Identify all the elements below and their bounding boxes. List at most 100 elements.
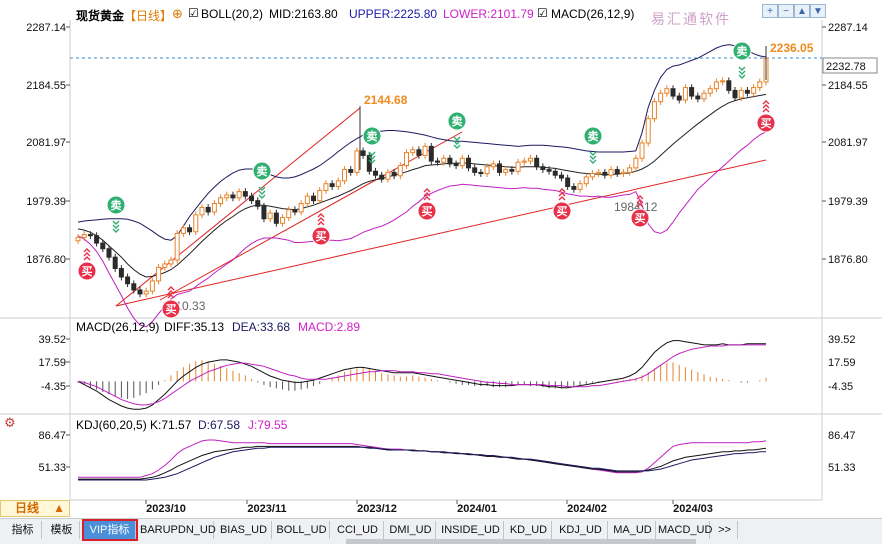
sell-signal-label: 卖 xyxy=(111,198,122,212)
candle-body xyxy=(205,206,211,213)
candle-body xyxy=(496,163,502,173)
tab-macd[interactable]: MACD_UD xyxy=(658,521,712,539)
candle-body xyxy=(373,170,379,176)
candle-body xyxy=(620,171,626,175)
buy-arrow-icon xyxy=(636,199,644,204)
candle-body xyxy=(447,157,453,165)
tab-kdj[interactable]: KDJ_UD xyxy=(554,521,608,539)
down-icon[interactable]: ▼ xyxy=(810,4,826,18)
price-axis-label-right: 1876.80 xyxy=(828,254,868,266)
sell-arrow-icon xyxy=(453,140,461,145)
boll-mid-line xyxy=(77,93,767,278)
minus-icon[interactable]: − xyxy=(778,4,794,18)
candle-body xyxy=(304,195,310,204)
tab-more[interactable]: >> xyxy=(712,521,738,539)
kdj-axis-label-right: 51.33 xyxy=(828,462,856,474)
plus-icon[interactable]: + xyxy=(762,4,778,18)
timeframe-switch[interactable]: 日线 ▲ xyxy=(0,500,70,517)
tab-bias[interactable]: BIAS_UD xyxy=(216,521,272,539)
candle-body xyxy=(670,88,676,97)
buy-signal-label: 买 xyxy=(761,117,772,130)
checkbox-icon[interactable]: ☑ xyxy=(188,6,199,20)
settings-icon[interactable]: ⊕ xyxy=(172,6,183,21)
tab-vip-indicators[interactable]: VIP指标 xyxy=(82,519,138,541)
candle-body xyxy=(81,234,87,238)
tab-inside[interactable]: INSIDE_UD xyxy=(438,521,504,539)
tab-boll[interactable]: BOLL_UD xyxy=(274,521,330,539)
candle-body xyxy=(658,92,664,103)
tab-dmi[interactable]: DMI_UD xyxy=(386,521,436,539)
timeframe-label: 【日线】 xyxy=(124,9,173,23)
checkbox-icon[interactable]: ☑ xyxy=(537,6,548,20)
date-axis-label: 2023/12 xyxy=(357,503,397,515)
gear-icon[interactable]: ⚙ xyxy=(4,415,16,430)
candle-body xyxy=(565,177,571,188)
up-icon[interactable]: ▲ xyxy=(794,4,810,18)
sell-arrow-icon xyxy=(368,155,376,160)
buy-signal-label: 买 xyxy=(82,265,93,278)
candle-body xyxy=(434,160,440,163)
date-axis-label: 2023/11 xyxy=(247,503,286,515)
buy-arrow-icon xyxy=(317,221,325,226)
price-axis-label-right: 2081.97 xyxy=(828,137,868,149)
boll-lower-line xyxy=(77,131,767,328)
buy-arrow-icon xyxy=(423,192,431,197)
candle-body xyxy=(651,101,657,120)
buy-signal-marker xyxy=(630,208,650,228)
tab-kd[interactable]: KD_UD xyxy=(506,521,552,539)
sell-signal-marker xyxy=(362,126,382,146)
candle-body xyxy=(180,227,186,234)
buy-arrow-icon xyxy=(558,196,566,201)
candle-body xyxy=(292,209,298,213)
buy-arrow-icon xyxy=(83,248,91,253)
price-axis-label: 1979.39 xyxy=(26,196,66,208)
candle-body xyxy=(422,145,428,156)
candle-body xyxy=(323,183,329,191)
buy-arrow-icon xyxy=(317,213,325,218)
sell-arrow-icon xyxy=(112,228,120,233)
horizontal-scrollbar[interactable] xyxy=(346,539,696,544)
chart-canvas[interactable]: 2287.14 2287.14 2184.55 2184.55 2081.97 2081.… xyxy=(0,0,882,518)
buy-arrow-icon xyxy=(423,196,431,201)
sell-arrow-icon xyxy=(738,74,746,79)
sell-arrow-icon xyxy=(368,159,376,164)
candle-body xyxy=(255,200,261,207)
current-price-value: 2232.78 xyxy=(826,61,866,73)
candle-body xyxy=(416,149,422,156)
price-axis-label: 1876.80 xyxy=(26,254,66,266)
buy-signal-marker xyxy=(77,261,97,281)
buy-signal-label: 买 xyxy=(316,230,327,243)
candle-body xyxy=(546,169,552,172)
triangle-up-icon: ▲ xyxy=(53,501,65,515)
high-dec-label: 2144.68 xyxy=(364,93,408,107)
candle-body xyxy=(540,166,546,171)
candle-body xyxy=(707,88,713,94)
candle-body xyxy=(168,259,174,265)
buy-signal-label: 买 xyxy=(166,303,177,316)
tab-cci[interactable]: CCI_UD xyxy=(332,521,384,539)
tab-templates[interactable]: 模板 xyxy=(44,521,80,539)
candle-body xyxy=(472,167,478,173)
sell-arrow-icon xyxy=(589,151,597,156)
price-axis-label-right: 2287.14 xyxy=(828,22,868,34)
macd-diff-line xyxy=(77,340,766,410)
candle-body xyxy=(94,235,100,244)
sell-arrow-icon xyxy=(589,155,597,160)
candle-body xyxy=(558,174,564,179)
tab-indicators[interactable]: 指标 xyxy=(4,521,42,539)
candle-body xyxy=(478,171,484,175)
buy-signal-label: 买 xyxy=(422,205,433,218)
candle-body xyxy=(645,118,651,144)
trend-line-support xyxy=(115,159,767,307)
buy-arrow-icon xyxy=(636,203,644,208)
boll-label: BOLL(20,2) xyxy=(201,7,264,21)
tab-barupdn[interactable]: BARUPDN_UD xyxy=(140,521,216,539)
sell-arrow-icon xyxy=(589,159,597,164)
candle-body xyxy=(614,169,620,175)
tab-ma[interactable]: MA_UD xyxy=(610,521,656,539)
sell-signal-marker xyxy=(583,126,603,146)
candle-body xyxy=(404,152,410,167)
candle-body xyxy=(242,191,248,197)
candle-body xyxy=(335,180,341,188)
sell-arrow-icon xyxy=(112,220,120,225)
